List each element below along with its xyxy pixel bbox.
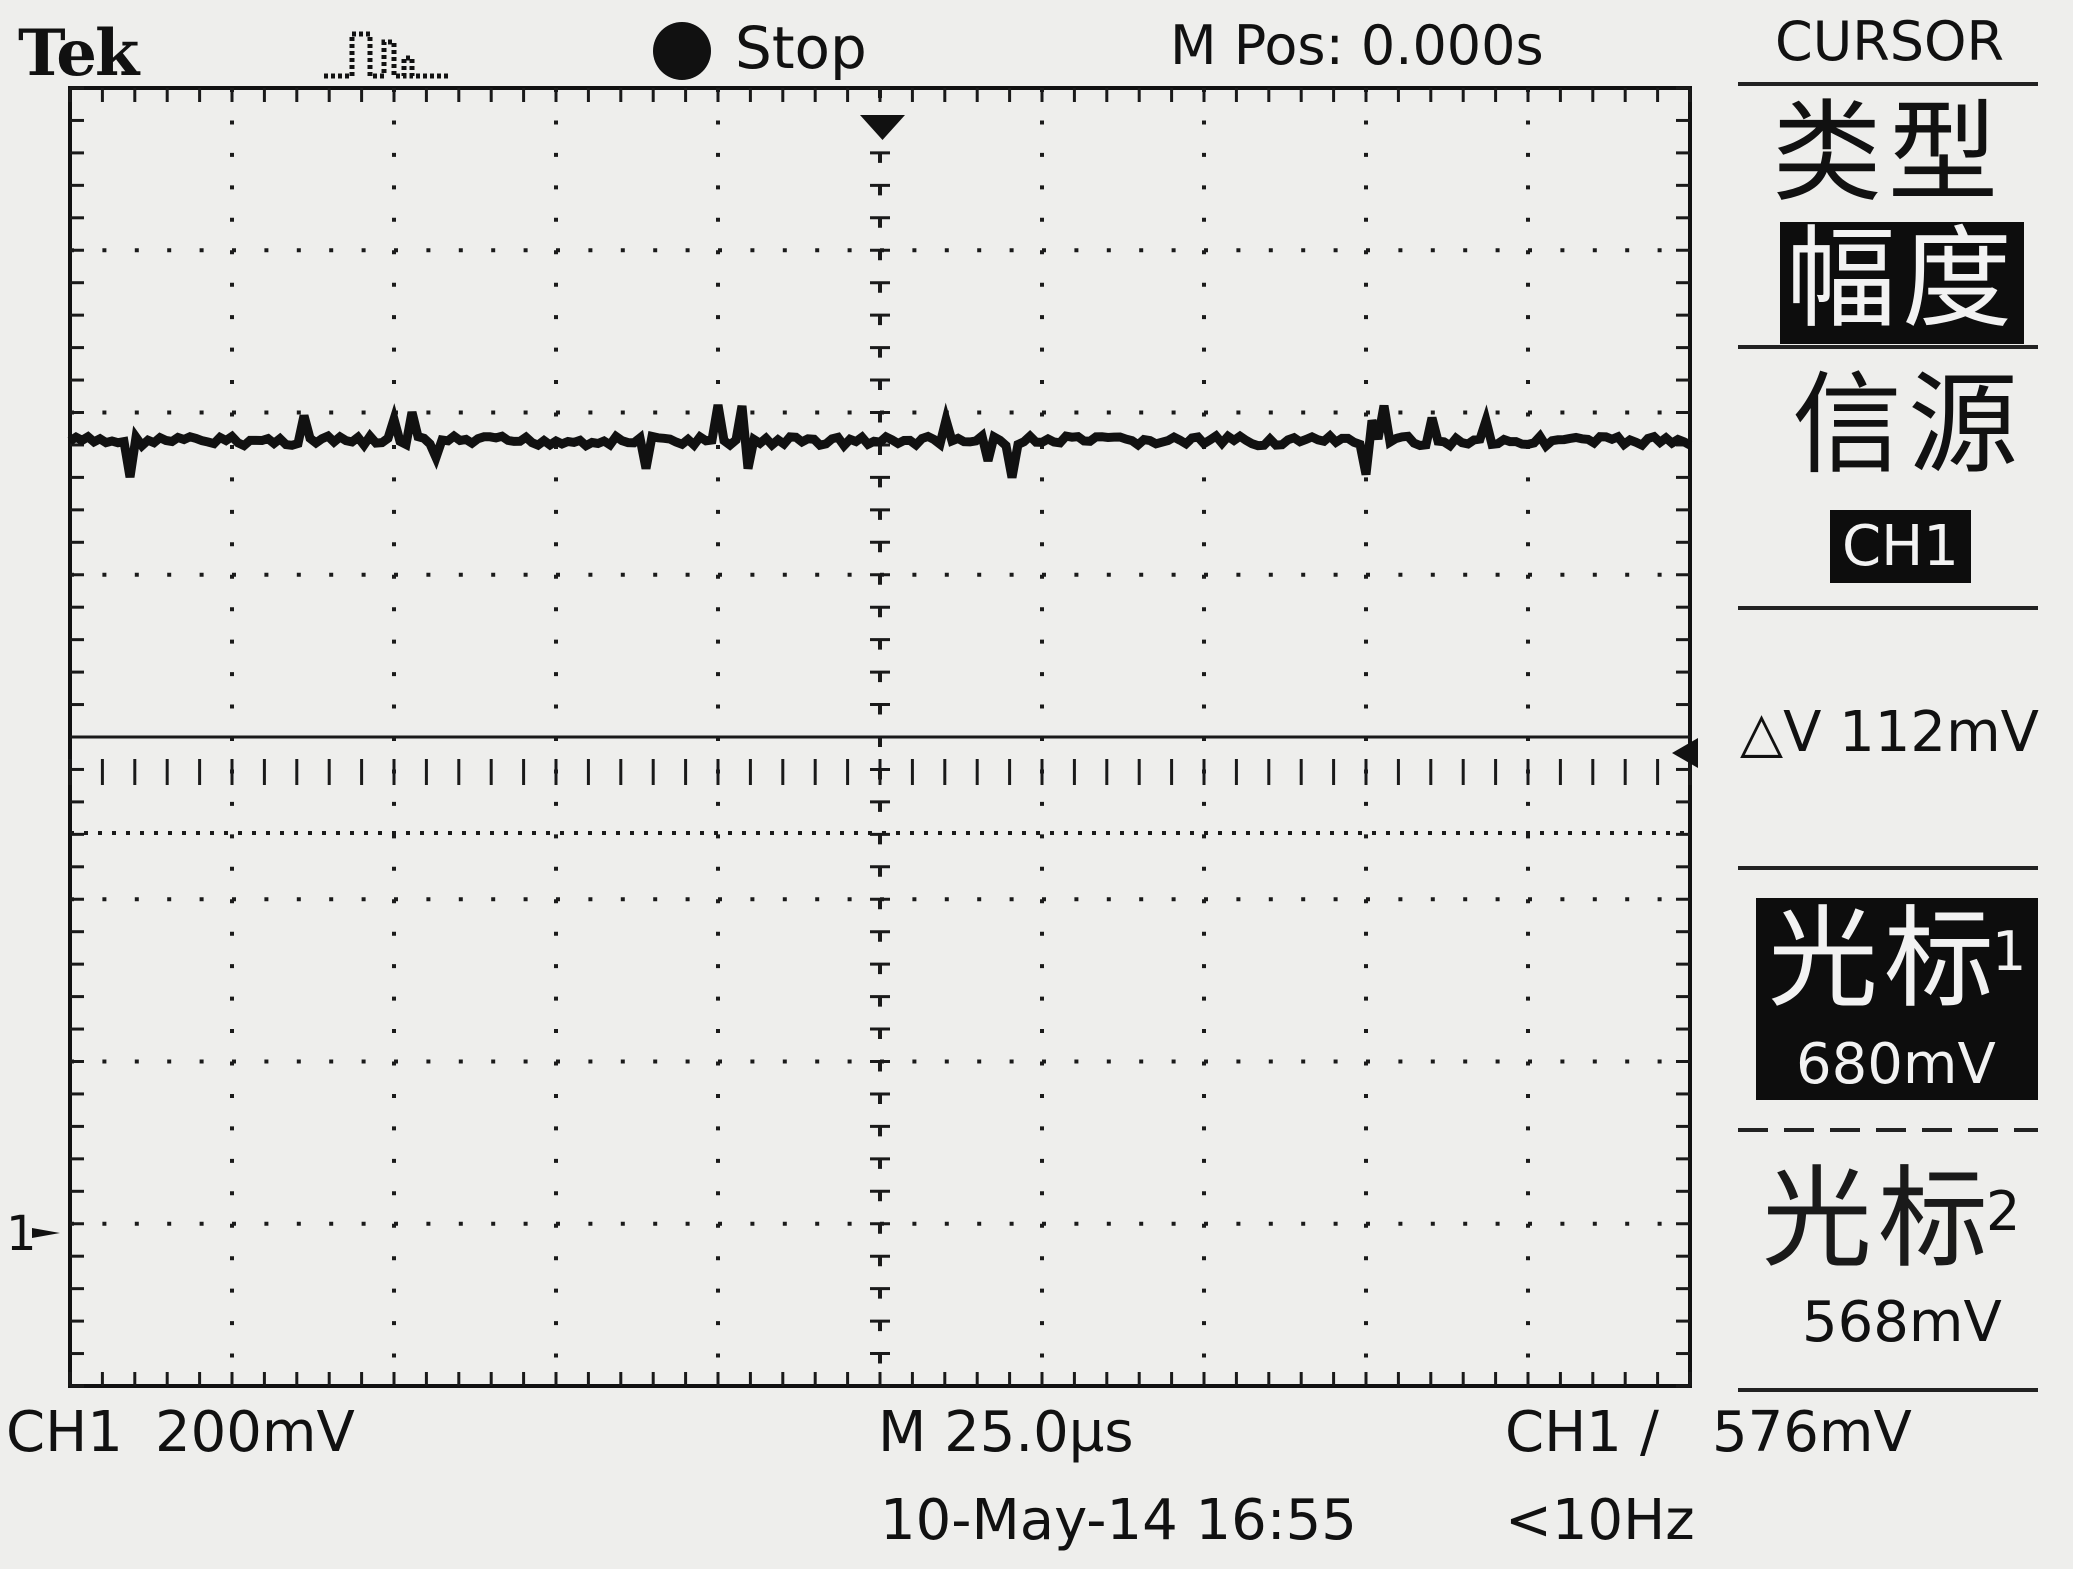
menu-type-value[interactable]: 幅度: [1780, 222, 2024, 344]
menu-source-label[interactable]: 信源: [1792, 361, 2024, 489]
menu-source-value[interactable]: CH1: [1830, 510, 1971, 583]
ch1-waveform-trace: [67, 402, 1693, 479]
trigger-position-marker: [860, 115, 905, 140]
frequency-readout: <10Hz: [1505, 1488, 1695, 1553]
graticule: [68, 86, 1692, 1388]
run-status: Stop: [735, 14, 867, 82]
cursor2-label[interactable]: 光标: [1762, 1155, 1994, 1283]
pulse-icon: [324, 31, 448, 79]
cursor2-value: 568mV: [1802, 1290, 2002, 1355]
cursor1-button[interactable]: [1756, 898, 2038, 1100]
trigger-source: CH1: [1505, 1400, 1622, 1465]
horizontal-position: M Pos: 0.000s: [1170, 14, 1544, 77]
cursor1-label[interactable]: 光标: [1768, 895, 2000, 1023]
run-status-indicator: [653, 22, 711, 80]
channel-1-ground-marker: [32, 1228, 60, 1238]
trigger-slope-icon: /: [1640, 1400, 1659, 1465]
trigger-level: 576mV: [1712, 1400, 1912, 1465]
menu-divider: [1738, 82, 2038, 86]
menu-divider-dashed: [1738, 1128, 2038, 1132]
date-time: 10-May-14 16:55: [880, 1488, 1357, 1553]
cursor1-value: 680mV: [1796, 1032, 1996, 1097]
channel-label: CH1: [6, 1400, 123, 1465]
menu-title: CURSOR: [1775, 10, 2005, 73]
menu-divider: [1738, 345, 2038, 349]
trigger-level-marker: [1672, 738, 1698, 768]
delta-voltage-readout: △V 112mV: [1740, 700, 2039, 765]
cursor1-index: 1: [1992, 920, 2027, 983]
menu-type-label[interactable]: 类型: [1772, 89, 2004, 217]
channel-1-marker: 1: [6, 1206, 37, 1262]
cursor2-index: 2: [1986, 1180, 2021, 1243]
menu-divider: [1738, 866, 2038, 870]
brand-logo: Tek: [18, 16, 139, 91]
menu-divider: [1738, 606, 2038, 610]
menu-divider: [1738, 1388, 2038, 1392]
volts-per-div: 200mV: [155, 1400, 355, 1465]
timebase-readout: M 25.0µs: [878, 1400, 1134, 1465]
waveform-display: 1: [6, 86, 1698, 1388]
